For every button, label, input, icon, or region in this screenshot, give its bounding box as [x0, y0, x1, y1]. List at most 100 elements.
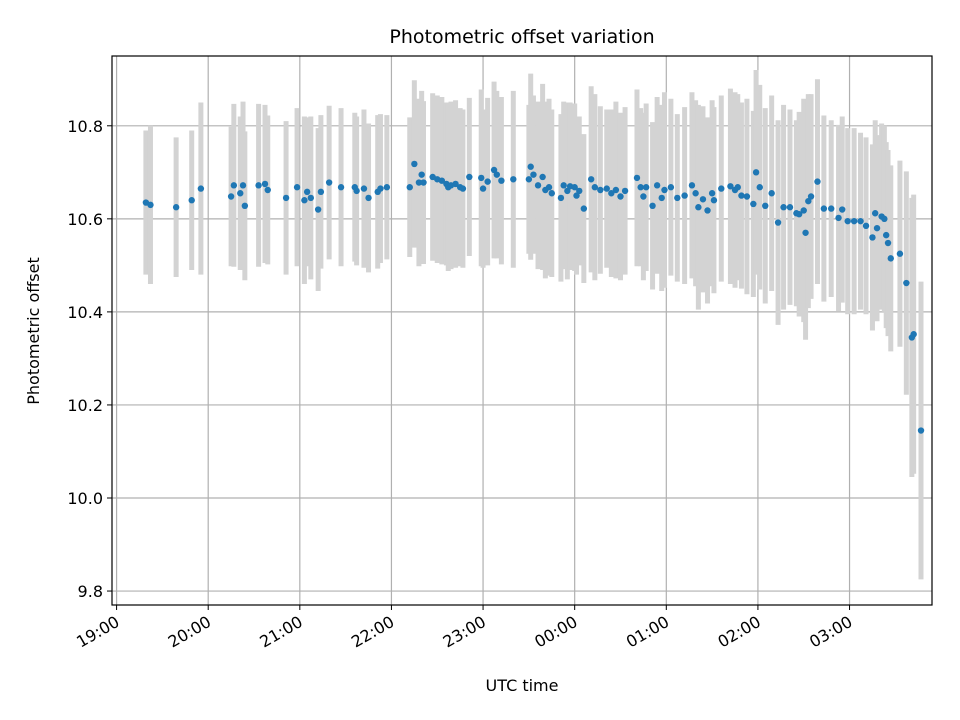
data-point [293, 184, 301, 191]
data-point [438, 177, 446, 184]
data-point [576, 187, 583, 195]
data-point [534, 182, 542, 189]
data-point [674, 194, 681, 202]
data-point [807, 193, 815, 200]
y-tick-label: 10.4 [67, 303, 103, 322]
data-point [383, 184, 391, 191]
data-point [365, 194, 372, 202]
data-point [871, 210, 879, 217]
data-point [530, 171, 537, 178]
data-point [527, 163, 534, 170]
data-point [337, 184, 345, 191]
data-point [591, 184, 599, 191]
data-point [621, 187, 629, 195]
y-tick-label: 10.8 [67, 117, 103, 136]
data-point [805, 197, 812, 205]
data-point [688, 182, 696, 189]
data-point [237, 190, 244, 197]
data-point [484, 178, 491, 185]
data-point [727, 183, 734, 190]
data-point [795, 210, 803, 218]
data-point [580, 205, 588, 212]
data-point [360, 185, 368, 192]
data-point [282, 194, 290, 202]
data-point [681, 192, 688, 199]
data-point [857, 217, 864, 225]
data-point [667, 184, 675, 191]
data-point [750, 200, 757, 208]
y-tick-label: 10.0 [67, 489, 103, 508]
data-point [802, 229, 809, 236]
data-point [539, 173, 546, 181]
y-axis-label: Photometric offset [24, 257, 43, 405]
data-point [752, 169, 760, 176]
data-point [738, 192, 745, 199]
data-point [172, 204, 180, 211]
data-point [353, 187, 360, 195]
data-point [418, 171, 425, 178]
data-point [377, 185, 384, 192]
data-point [612, 186, 620, 194]
data-point [314, 206, 322, 213]
data-point [903, 279, 910, 287]
data-point [564, 187, 571, 195]
data-point [839, 206, 846, 213]
data-point [603, 185, 610, 192]
data-point [241, 202, 249, 210]
data-point [147, 201, 154, 209]
data-point [478, 174, 485, 182]
data-point [617, 193, 624, 200]
data-point [597, 186, 604, 194]
data-point [882, 231, 890, 239]
data-point [557, 194, 565, 202]
data-point [710, 197, 718, 204]
data-point [525, 176, 533, 183]
data-point [896, 250, 904, 257]
data-point [887, 255, 894, 262]
data-point [452, 180, 459, 188]
data-point [743, 193, 751, 200]
data-point [862, 222, 870, 230]
data-point [820, 205, 828, 212]
data-point [261, 180, 269, 188]
data-point [756, 184, 763, 191]
data-point [573, 192, 580, 199]
data-point [571, 184, 578, 191]
data-point [633, 174, 641, 182]
data-point [699, 196, 707, 203]
y-tick-label: 10.6 [67, 210, 103, 229]
data-point [479, 185, 487, 192]
chart-title: Photometric offset variation [389, 26, 654, 48]
data-point [718, 185, 725, 192]
data-point [459, 185, 467, 192]
data-point [587, 176, 595, 183]
data-point [844, 217, 851, 225]
data-point [692, 190, 699, 197]
data-point [780, 204, 787, 211]
data-point [239, 182, 247, 189]
data-point [325, 179, 333, 186]
data-points [142, 160, 925, 434]
data-point [490, 166, 498, 174]
data-point [869, 234, 876, 241]
data-point [873, 224, 881, 232]
data-point [317, 188, 325, 196]
data-point [884, 239, 892, 247]
data-point [734, 184, 741, 191]
data-point [835, 214, 842, 222]
data-point [814, 178, 821, 185]
y-tick-label: 10.2 [67, 396, 103, 415]
data-point [498, 177, 505, 184]
data-point [493, 171, 501, 178]
data-point [642, 184, 650, 191]
data-point [406, 184, 413, 191]
data-point [850, 217, 858, 225]
data-point [608, 190, 615, 197]
data-point [227, 193, 235, 200]
data-point [230, 182, 238, 189]
data-point [197, 185, 205, 192]
data-point [637, 184, 644, 191]
data-point [420, 179, 427, 186]
data-point [828, 205, 835, 212]
